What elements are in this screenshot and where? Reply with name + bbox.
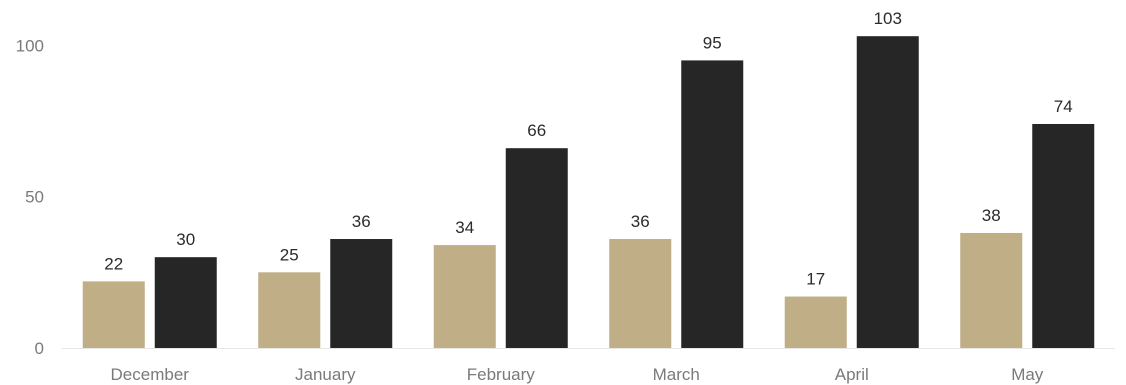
x-tick-label: April	[835, 365, 869, 384]
bar-series-2-december	[154, 257, 217, 348]
bar-series-2-march	[681, 60, 744, 349]
x-tick-label: May	[1011, 365, 1044, 384]
data-label: 74	[1054, 97, 1073, 116]
bar-series-1-february	[433, 245, 496, 348]
x-tick-label: February	[467, 365, 536, 384]
data-label: 66	[527, 121, 546, 140]
bar-series-1-january	[258, 272, 321, 348]
data-label: 22	[104, 254, 123, 273]
bar-series-1-march	[609, 239, 672, 348]
data-label: 34	[455, 218, 474, 237]
data-label: 38	[982, 206, 1001, 225]
bar-series-2-april	[856, 36, 919, 348]
x-tick-label: March	[653, 365, 700, 384]
data-label: 25	[280, 245, 299, 264]
bar-series-1-may	[960, 232, 1023, 348]
x-tick-label: January	[295, 365, 356, 384]
data-label: 103	[874, 9, 902, 28]
data-label: 95	[703, 33, 722, 52]
data-label: 36	[631, 212, 650, 231]
y-axis: 0 50 100	[16, 36, 44, 358]
bars-group	[82, 36, 1095, 349]
bar-series-1-april	[784, 296, 847, 348]
x-tick-label: December	[111, 365, 190, 384]
data-label: 36	[352, 212, 371, 231]
data-label: 17	[806, 270, 825, 289]
bar-series-2-february	[505, 148, 568, 348]
y-tick-label: 0	[35, 339, 44, 358]
x-axis: December January February March April May	[111, 365, 1044, 384]
bar-series-2-may	[1032, 123, 1095, 349]
bar-series-2-january	[330, 239, 393, 348]
data-labels-group: 22 30 25 36 34 66 36 95 17 103 38 74	[104, 9, 1072, 288]
y-tick-label: 100	[16, 36, 44, 55]
data-label: 30	[176, 230, 195, 249]
y-tick-label: 50	[25, 188, 44, 207]
bar-series-1-december	[82, 281, 145, 348]
